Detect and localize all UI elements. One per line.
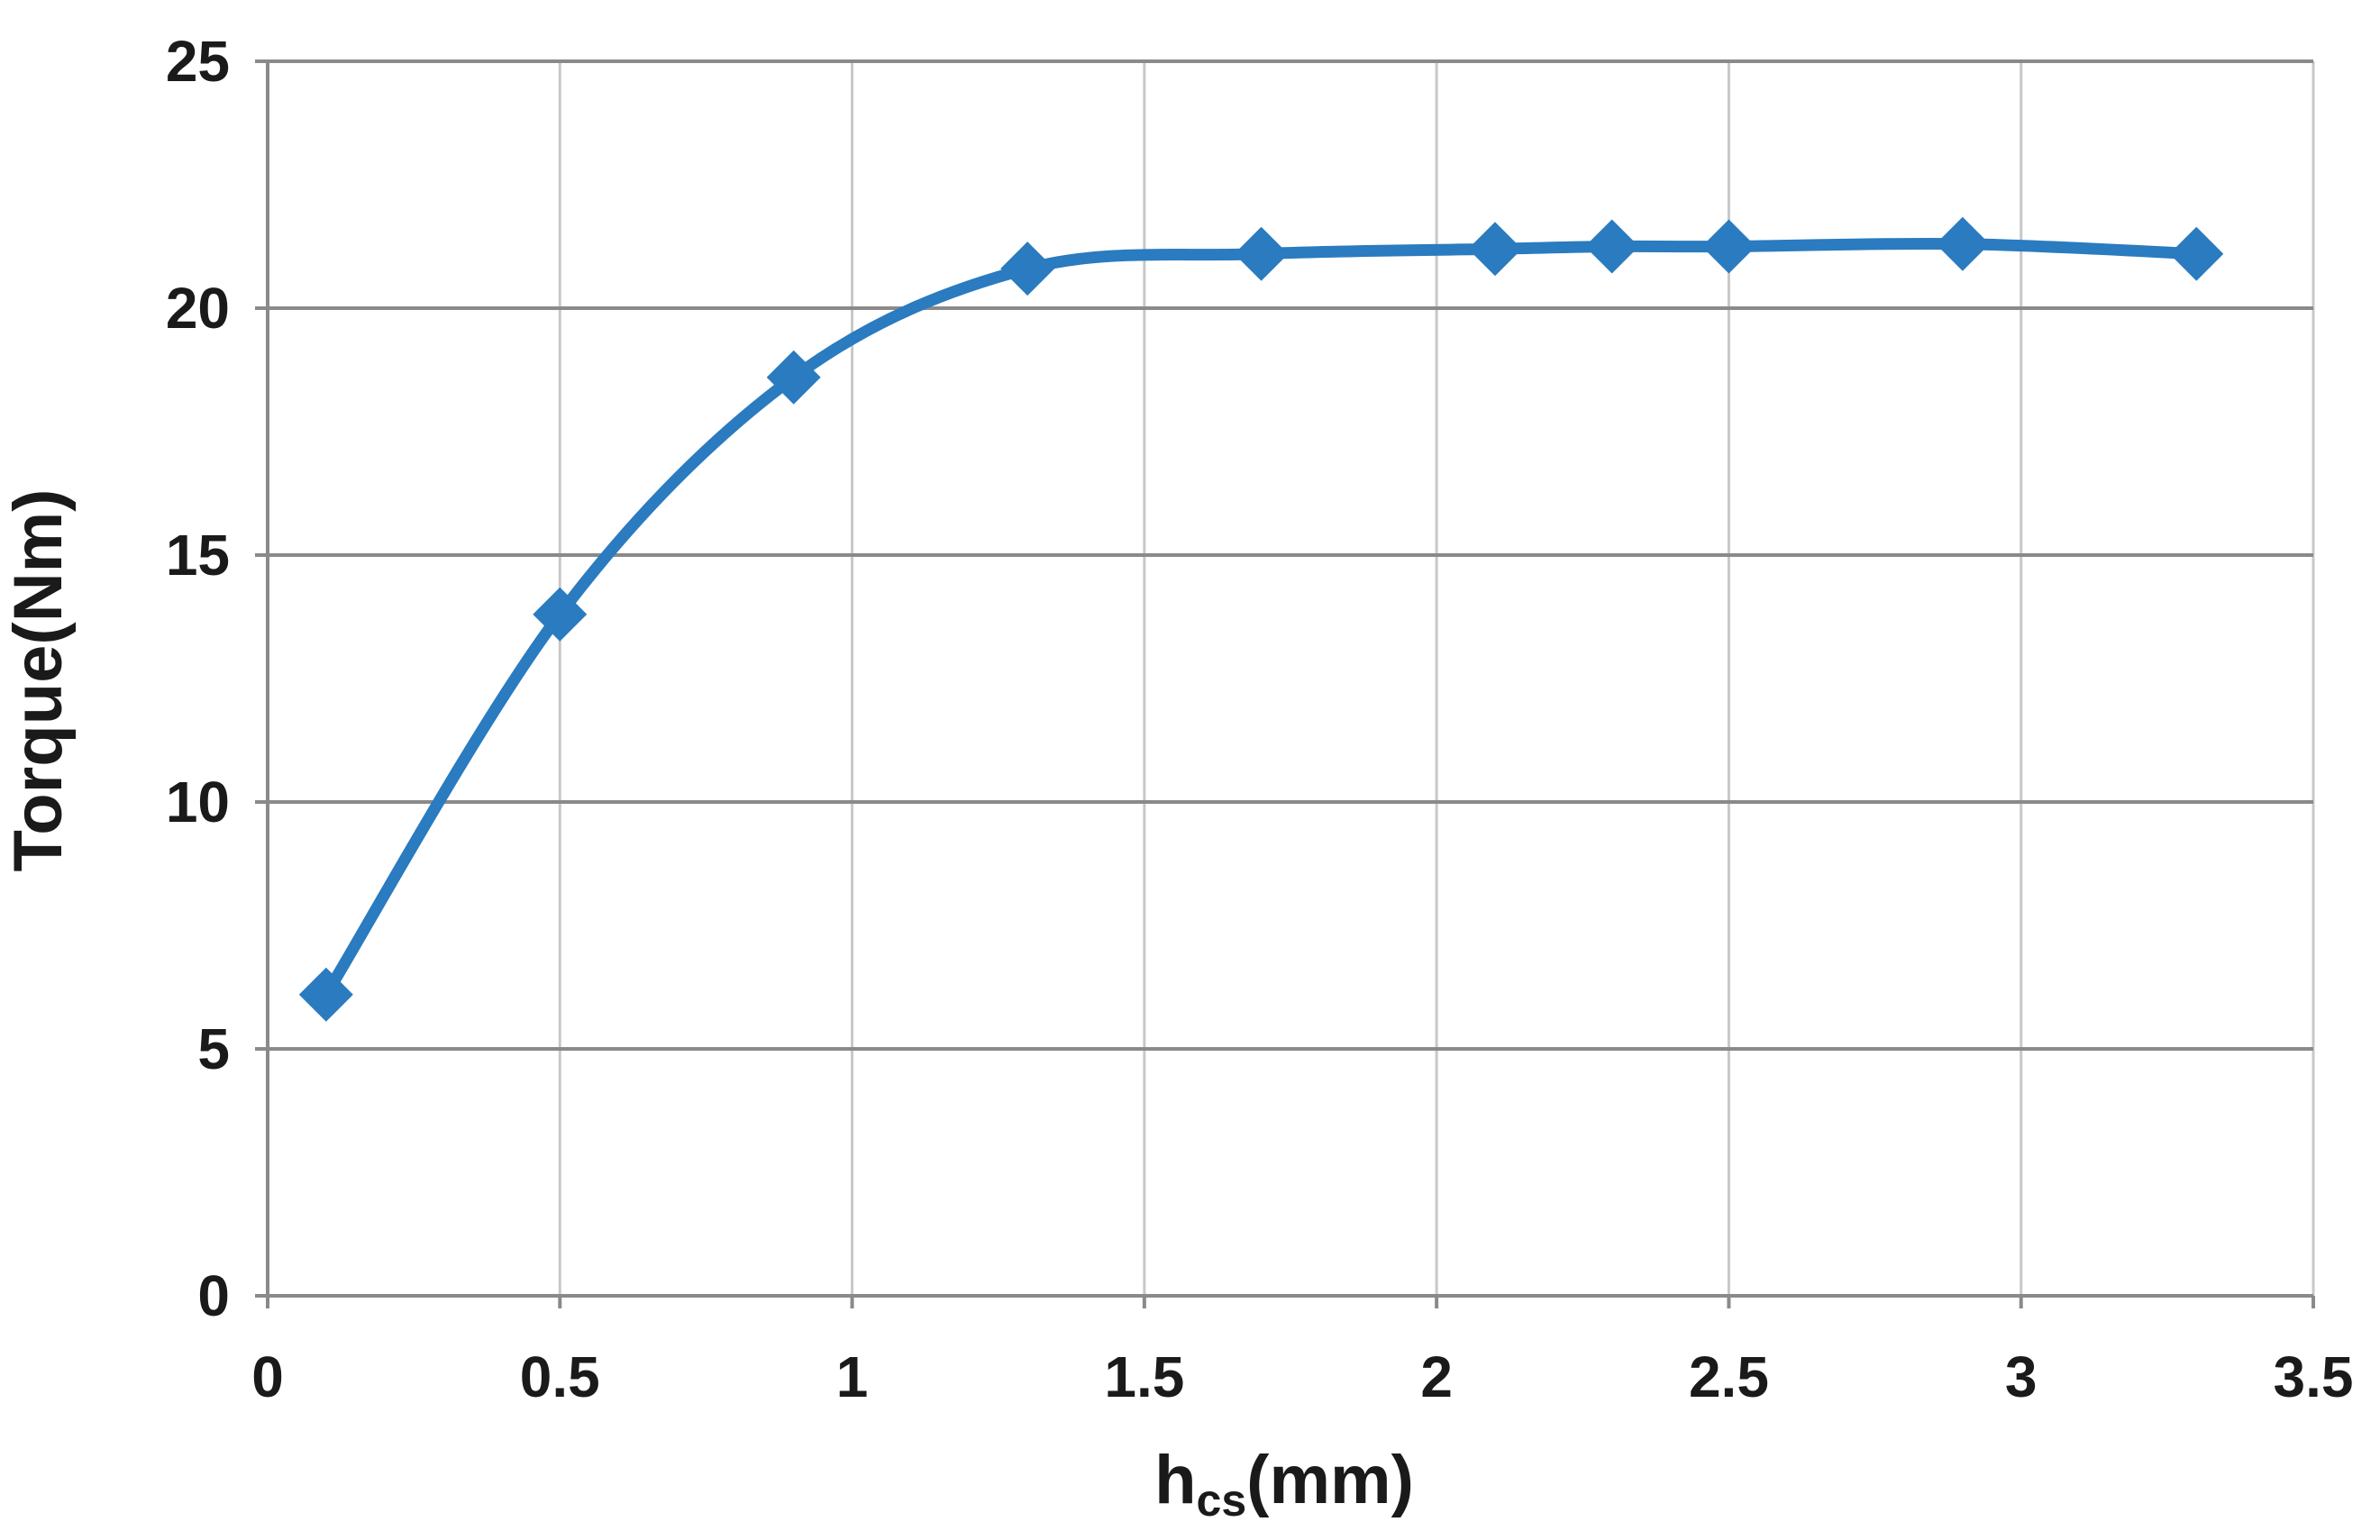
x-tick-label: 1 [836,1344,869,1409]
x-tick-label: 3 [2005,1344,2038,1409]
x-tick-label: 2.5 [1689,1344,1769,1409]
y-tick-label: 10 [166,770,230,834]
x-tick-label: 1.5 [1104,1344,1184,1409]
y-tick-label: 25 [166,29,230,94]
y-tick-label: 15 [166,523,230,588]
gridlines [268,59,2315,1296]
x-tick-label: 2 [1420,1344,1453,1409]
data-point [1701,219,1756,274]
y-tick-label: 0 [197,1263,230,1328]
x-tick-label: 0.5 [520,1344,600,1409]
x-tick-label: 0 [251,1344,284,1409]
data-point [298,967,353,1022]
data-point [1234,226,1289,281]
y-tick-label: 20 [166,276,230,341]
series-line [320,237,2202,1001]
data-point [2169,226,2224,281]
data-point [533,587,588,642]
y-tick-label: 5 [197,1016,230,1081]
tick-labels: 0 0.5 1 1.5 2 2.5 3 3.5 0 5 10 15 20 25 [166,29,2354,1409]
y-axis-title: Torque(Nm) [0,489,77,872]
data-point [1000,241,1055,296]
markers [298,216,2224,1022]
x-tick-label: 3.5 [2274,1344,2354,1409]
data-point [1584,219,1639,274]
x-axis-title-subscript: cs [1197,1475,1247,1526]
data-point [1935,216,1990,271]
x-axis-title-main: h [1154,1442,1196,1518]
x-axis-title-unit: (mm) [1246,1442,1414,1518]
data-point [1468,222,1522,277]
x-axis-title: hcs(mm) [1154,1442,1414,1526]
series-layer [320,237,2202,1001]
axes [255,59,2315,1308]
data-point [766,350,821,405]
